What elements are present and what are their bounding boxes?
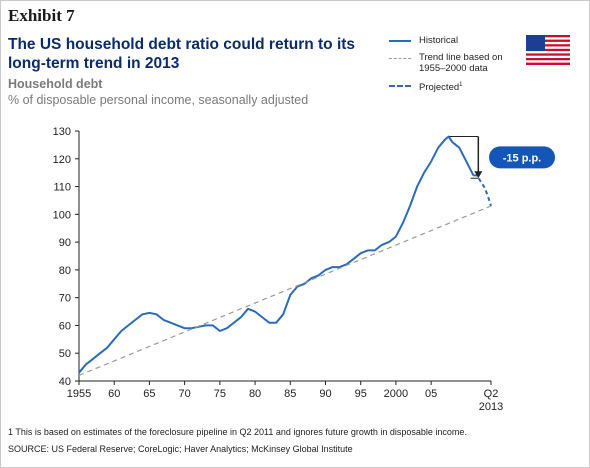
x-tick-label: 70 [179, 388, 191, 400]
historical-series-line [78, 135, 475, 374]
annotation-badge [489, 146, 555, 169]
y-tick-label: 40 [59, 376, 71, 388]
y-tick-label: 80 [59, 265, 71, 277]
legend-swatch-historical [389, 40, 411, 42]
source-note: SOURCE: US Federal Reserve; CoreLogic; H… [8, 444, 353, 454]
legend-swatch-projected [389, 85, 411, 87]
annotation-badge-label: -15 p.p. [503, 152, 542, 164]
x-tick-label: 85 [284, 388, 296, 400]
y-tick-label: 60 [59, 320, 71, 332]
legend-label-projected: Projected [419, 82, 460, 94]
legend-swatch-trend [389, 58, 411, 59]
x-tick-label: 80 [249, 388, 261, 400]
chart-title: The US household debt ratio could return… [8, 36, 356, 72]
legend-label-trend: Trend line based on 1955–2000 data [419, 52, 503, 74]
x-tick-label: 60 [108, 388, 120, 400]
legend-item-trend: Trend line based on 1955–2000 data [389, 52, 529, 74]
y-tick-label: 50 [59, 348, 71, 360]
y-tick-label: 90 [59, 237, 71, 249]
debt-ratio-chart: 40 50 60 70 80 90 100 110 120 130 1955 60 65 70 75 80 85… [53, 126, 555, 413]
legend-item-projected: Projected1 [389, 80, 529, 93]
chart-subtitle: Household debt [8, 77, 103, 91]
y-tick-label: 120 [53, 154, 71, 166]
exhibit-number: Exhibit 7 [8, 6, 75, 25]
footnote: 1 This is based on estimates of the fore… [8, 427, 467, 437]
annotation-arrow-head [474, 171, 483, 179]
y-tick-label: 130 [53, 126, 71, 138]
x-tick-label: 90 [319, 388, 331, 400]
x-tick-label: 05 [425, 388, 437, 400]
x-tick-label: 95 [355, 388, 367, 400]
y-tick-label: 100 [53, 209, 71, 221]
x-tick-label: Q2 2013 [479, 388, 503, 413]
us-flag-icon [526, 35, 570, 65]
y-tick-label: 70 [59, 293, 71, 305]
x-tick-label: 75 [214, 388, 226, 400]
chart-units: % of disposable personal income, seasona… [8, 93, 309, 107]
legend: Historical Trend line based on 1955–2000… [389, 35, 529, 99]
x-tick-label: 65 [143, 388, 155, 400]
x-tick-label: 1955 [67, 388, 91, 400]
projected-series-line [473, 174, 492, 207]
legend-footnote-marker: 1 [459, 82, 463, 88]
trend-series-line [78, 205, 492, 376]
legend-label-historical: Historical [419, 35, 459, 46]
x-tick-label: 2000 [384, 388, 408, 400]
y-tick-label: 110 [53, 182, 71, 194]
legend-item-historical: Historical [389, 35, 529, 46]
